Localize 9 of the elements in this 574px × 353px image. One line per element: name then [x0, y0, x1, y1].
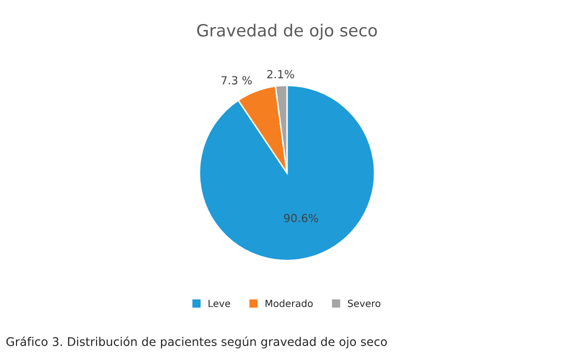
chart-title: Gravedad de ojo seco	[197, 24, 377, 40]
data-label: 7.3 %	[221, 76, 252, 84]
legend-label: Moderado	[266, 300, 313, 308]
data-label: 90.6%	[284, 214, 318, 222]
text: Gráfico 3. Distribución de pacientes según gravedad de ojo seco	[6, 336, 387, 348]
legend-label: Severo	[348, 300, 380, 308]
legend-label: Leve	[208, 300, 230, 308]
pie-slice	[198, 84, 376, 262]
data-label: 2.1%	[267, 70, 294, 78]
